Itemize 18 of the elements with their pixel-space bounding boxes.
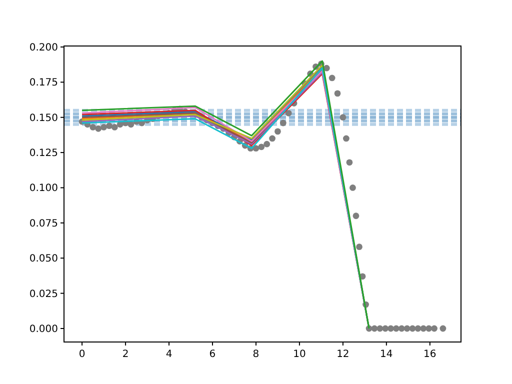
- x-tick-label: 2: [122, 349, 129, 360]
- y-tick-label: 0.050: [29, 254, 58, 265]
- y-tick-label: 0.175: [29, 78, 58, 89]
- y-tick-label: 0.025: [29, 288, 58, 300]
- x-tick-label: 16: [424, 349, 436, 360]
- x-tick-label: 10: [293, 349, 306, 360]
- x-tick-label: 4: [166, 349, 172, 360]
- x-tick-label: 8: [252, 349, 260, 360]
- x-tick-label: 6: [209, 349, 216, 360]
- y-tick-label: 0.075: [29, 218, 58, 230]
- y-tick-label: 0.100: [29, 183, 58, 194]
- x-tick-label: 0: [78, 349, 86, 360]
- y-tick-label: 0.125: [29, 148, 58, 160]
- y-tick-label: 0.150: [29, 112, 58, 124]
- x-tick-label: 12: [336, 349, 350, 360]
- y-tick-label: 0.200: [29, 42, 58, 54]
- x-tick-label: 14: [380, 349, 393, 360]
- y-tick-label: 0.000: [29, 324, 58, 335]
